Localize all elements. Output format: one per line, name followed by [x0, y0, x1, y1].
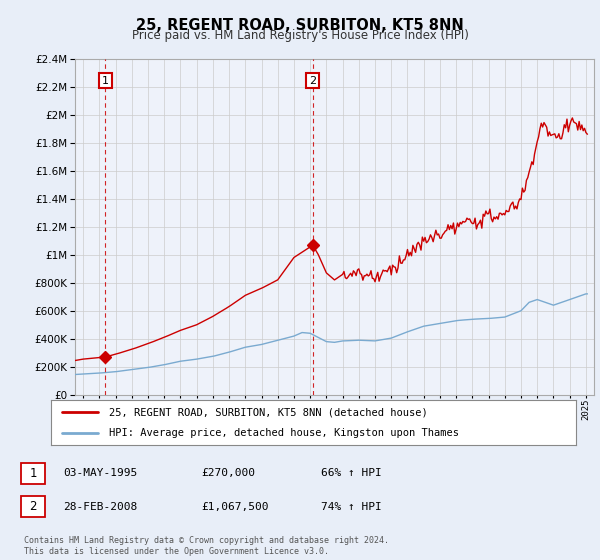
Text: Price paid vs. HM Land Registry's House Price Index (HPI): Price paid vs. HM Land Registry's House … [131, 29, 469, 42]
Text: HPI: Average price, detached house, Kingston upon Thames: HPI: Average price, detached house, King… [109, 428, 459, 438]
Text: 03-MAY-1995: 03-MAY-1995 [63, 468, 137, 478]
Text: £1,067,500: £1,067,500 [201, 502, 269, 512]
Text: 1: 1 [102, 76, 109, 86]
Text: 66% ↑ HPI: 66% ↑ HPI [321, 468, 382, 478]
Text: 25, REGENT ROAD, SURBITON, KT5 8NN (detached house): 25, REGENT ROAD, SURBITON, KT5 8NN (deta… [109, 408, 427, 418]
Text: 2: 2 [29, 500, 37, 514]
Text: 28-FEB-2008: 28-FEB-2008 [63, 502, 137, 512]
Text: £270,000: £270,000 [201, 468, 255, 478]
Text: 74% ↑ HPI: 74% ↑ HPI [321, 502, 382, 512]
Text: 1: 1 [29, 466, 37, 480]
Text: 25, REGENT ROAD, SURBITON, KT5 8NN: 25, REGENT ROAD, SURBITON, KT5 8NN [136, 18, 464, 33]
Text: Contains HM Land Registry data © Crown copyright and database right 2024.
This d: Contains HM Land Registry data © Crown c… [24, 536, 389, 556]
Text: 2: 2 [309, 76, 316, 86]
